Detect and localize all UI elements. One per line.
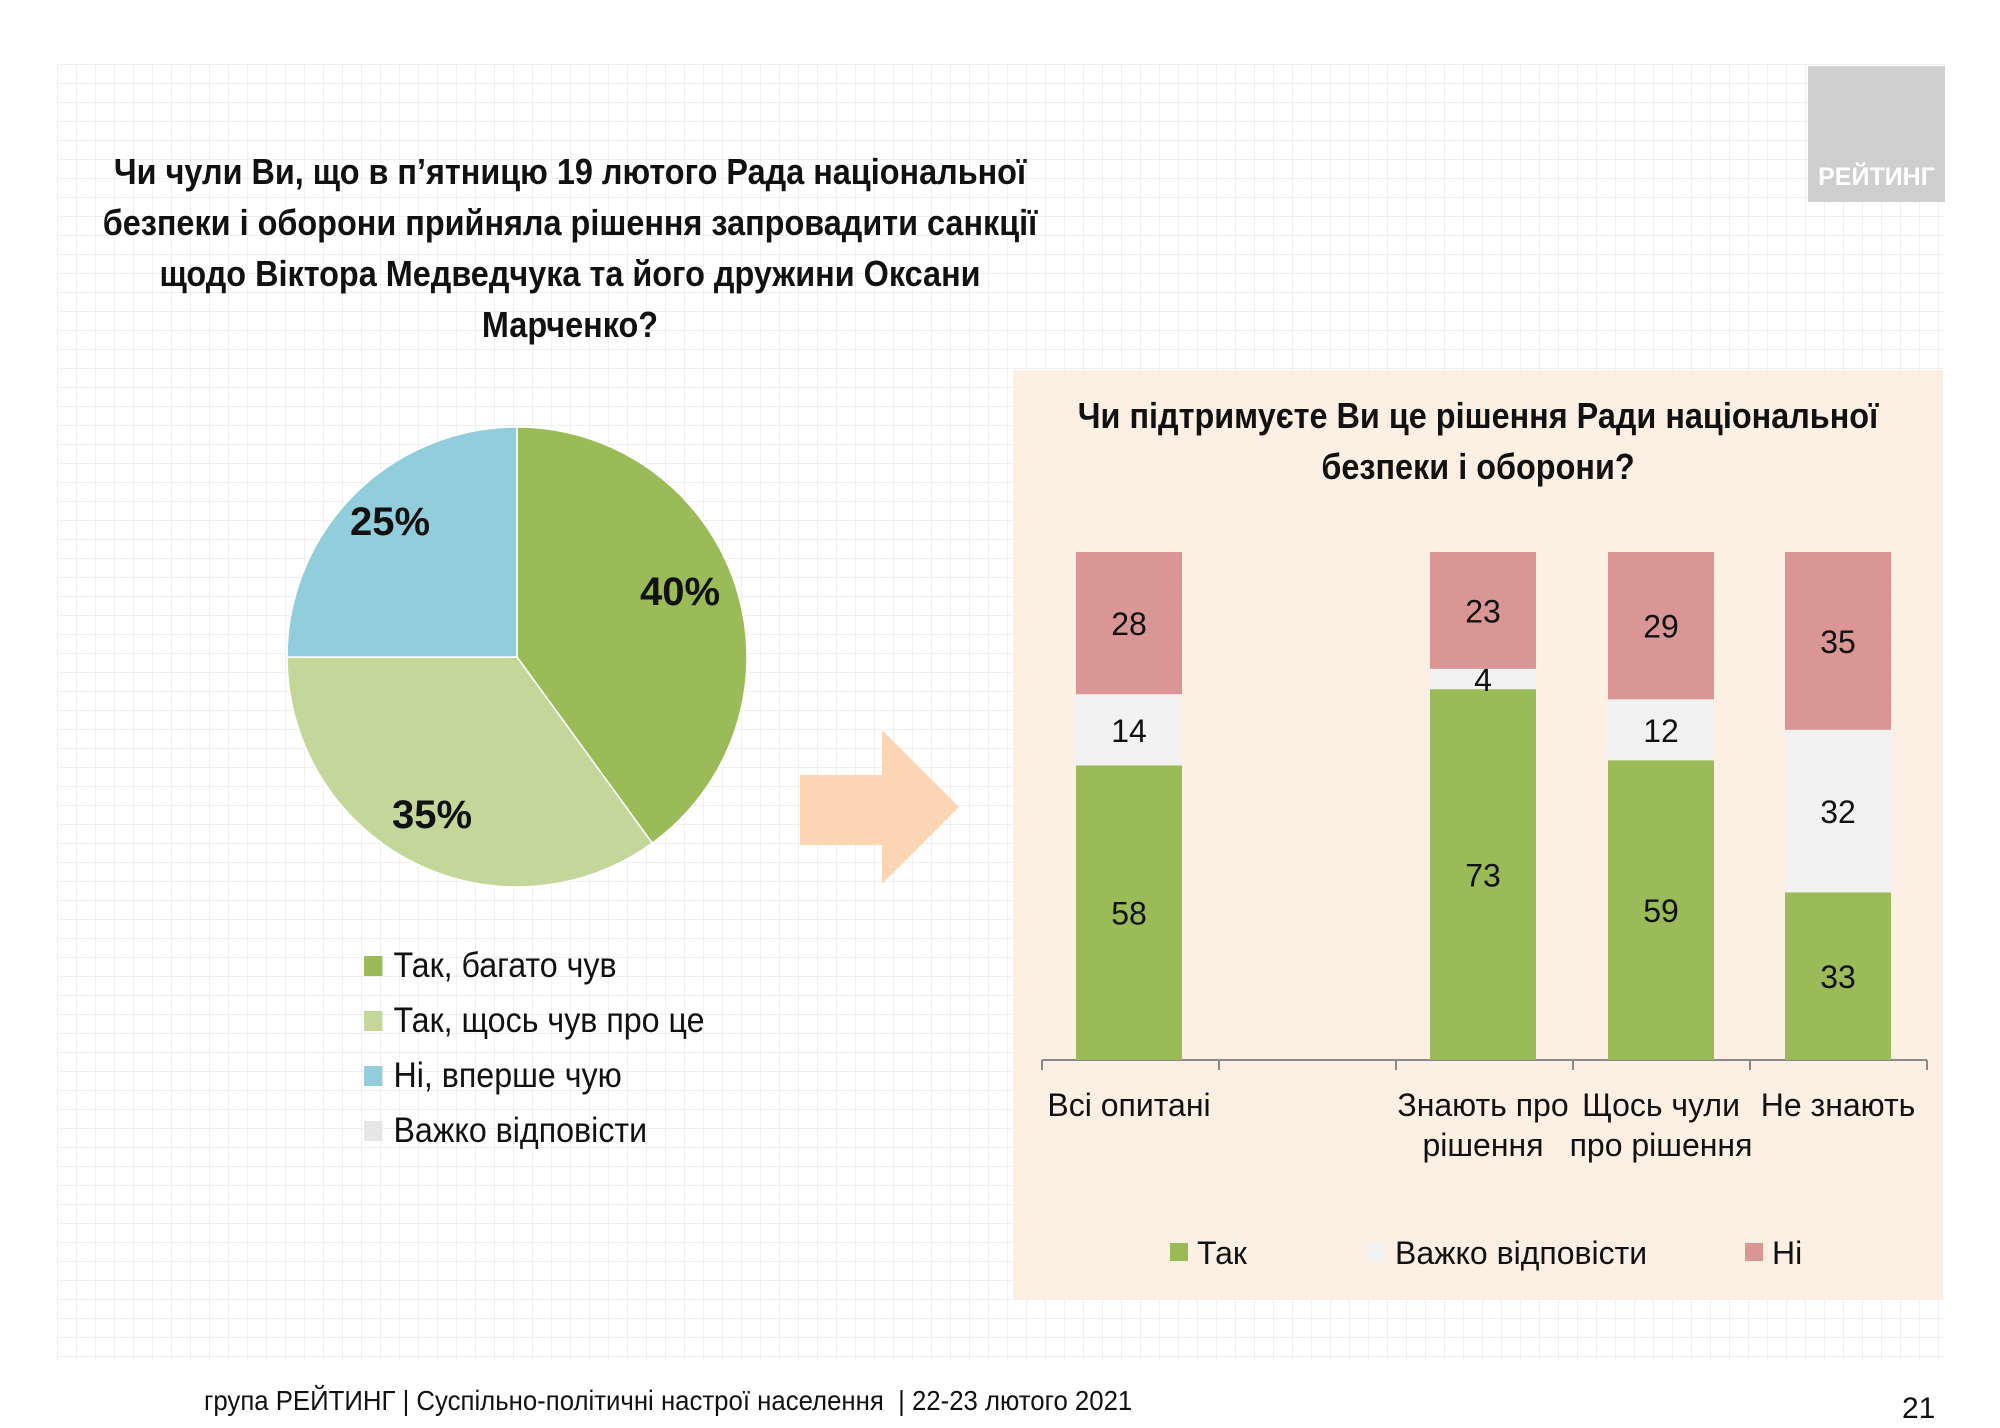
pie-title-line: безпеки і оборони прийняла рішення запро… [102,202,1038,243]
pie-slice-label: 35% [392,793,472,837]
legend-swatch [1368,1243,1386,1261]
bar-value-label: 28 [1111,606,1147,642]
pie-slice [286,656,654,888]
footer-text: група РЕЙТИНГ | Суспільно-політичні наст… [204,1385,1133,1416]
legend-label: Ні [1772,1235,1802,1271]
bar-value-label: 73 [1465,858,1501,894]
pie-title-line: Марченко? [481,304,659,345]
arrow-shape [800,730,959,884]
bar-title-line: безпеки і оборони? [1321,446,1635,487]
legend-swatch [364,956,383,976]
legend-swatch [364,1011,383,1031]
bar-segment [1785,892,1891,1060]
bar-value-label: 4 [1474,662,1492,698]
pie-slice [286,426,518,658]
page-number: 21 [1902,1392,1936,1425]
bar-segment [1608,552,1714,700]
bar-value-label: 14 [1111,713,1147,749]
bar-value-label: 35 [1820,624,1856,660]
rating-logo: РЕЙТИНГ [1808,66,1945,202]
pie-title-line: Чи чули Ви, що в п’ятницю 19 лютого Рада… [113,151,1027,192]
bar-value-label: 58 [1111,896,1147,932]
pie-slice-label: 25% [350,500,430,544]
pie-chart-title: Чи чули Ви, що в п’ятницю 19 лютого Рада… [102,146,1038,350]
bar-segment [1076,765,1182,1060]
bar-segment [1430,689,1536,1060]
legend-label: Важко відповісти [393,1111,648,1150]
logo-text: РЕЙТИНГ [1818,163,1935,191]
legend-label: Так [1197,1235,1248,1271]
bar-segment [1785,552,1891,730]
pie-legend-item: Так, щось чув про це [364,1001,705,1041]
x-tick-label: про рішення [1570,1127,1753,1163]
pie-legend-item: Важко відповісти [364,1111,647,1151]
legend-swatch [1170,1243,1188,1261]
bar-segment [1430,552,1536,669]
x-tick-label: Знають про [1397,1087,1568,1123]
bar-value-label: 23 [1465,593,1501,629]
bar-segment [1430,668,1536,690]
bar-segment [1076,552,1182,695]
pie-title-line: щодо Віктора Медведчука та його дружини … [159,253,981,294]
legend-swatch [1745,1243,1763,1261]
bar-segment [1785,729,1891,893]
legend-label: Важко відповісти [1395,1235,1647,1271]
legend-label: Ні, вперше чую [393,1056,622,1095]
bar-segment [1076,694,1182,766]
bar-chart-title: Чи підтримуєте Ви це рішення Ради націон… [1060,390,1897,492]
x-tick-label: Всі опитані [1047,1087,1210,1123]
legend-label: Так, багато чув [393,946,617,985]
bar-value-label: 32 [1820,794,1856,830]
legend-label: Так, щось чув про це [393,1001,705,1040]
pie-slice [516,426,748,845]
bar-value-label: 29 [1643,609,1679,645]
bar-value-label: 12 [1643,713,1679,749]
x-tick-label: Щось чули [1582,1087,1740,1123]
bar-segment [1608,760,1714,1060]
pie-slice-label: 40% [640,570,720,614]
bar-value-label: 59 [1643,893,1679,929]
pie-legend-item: Так, багато чув [364,946,617,986]
legend-swatch [364,1066,383,1086]
x-tick-label: Не знають [1761,1087,1916,1123]
x-tick-label: рішення [1422,1127,1543,1163]
pie-legend-item: Ні, вперше чую [364,1056,622,1096]
bar-value-label: 33 [1820,959,1856,995]
legend-swatch [364,1121,383,1141]
bar-title-line: Чи підтримуєте Ви це рішення Ради націон… [1077,395,1879,436]
bar-segment [1608,699,1714,761]
